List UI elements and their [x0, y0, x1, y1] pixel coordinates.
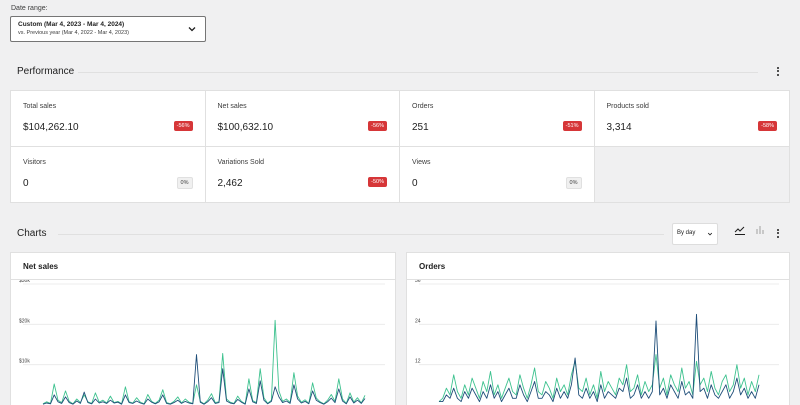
delta-badge: -58% [758, 121, 777, 131]
y-tick-label: 24 [415, 318, 421, 324]
performance-title: Performance [17, 66, 75, 77]
tile-value: 2,462 [217, 178, 243, 189]
tile-value: $100,632.10 [217, 122, 274, 133]
orders-plot: 36 24 12 [415, 280, 779, 403]
tile-value: 3,314 [606, 122, 632, 133]
y-tick-label: $10k [19, 359, 30, 365]
chevron-down-icon [188, 27, 196, 32]
performance-menu-icon[interactable] [775, 65, 781, 79]
series-line-current [438, 354, 760, 402]
delta-badge: -56% [368, 121, 387, 131]
y-tick-label: $30k [19, 280, 30, 284]
performance-tile[interactable]: Products sold 3,314 -58% [594, 91, 789, 147]
performance-divider [78, 72, 758, 73]
bar-chart-icon[interactable] [754, 224, 766, 236]
charts-menu-icon[interactable] [775, 227, 781, 241]
y-tick-label: 12 [415, 359, 421, 365]
series-line-previous [439, 313, 760, 403]
series-line-current [42, 319, 366, 405]
performance-tile[interactable]: Visitors 0 0% [11, 147, 206, 203]
date-range-dropdown[interactable]: Custom (Mar 4, 2023 - Mar 4, 2024) vs. P… [10, 16, 206, 42]
tile-label: Variations Sold [217, 159, 265, 166]
charts-divider [58, 234, 664, 235]
tile-label: Total sales [23, 103, 57, 110]
performance-tile[interactable]: Orders 251 -51% [400, 91, 595, 147]
line-chart-icon[interactable] [734, 224, 746, 236]
performance-tile[interactable]: Variations Sold 2,462 -50% [205, 147, 400, 203]
tile-label: Products sold [606, 103, 649, 110]
series-line-previous [42, 354, 366, 405]
performance-tile[interactable]: Total sales $104,262.10 -56% [11, 91, 206, 147]
tile-label: Views [412, 159, 431, 166]
performance-tile[interactable]: Views 0 0% [400, 147, 595, 203]
performance-tile[interactable]: Net sales $100,632.10 -56% [205, 91, 400, 147]
tile-value: $104,262.10 [23, 122, 79, 133]
charts-title: Charts [17, 228, 47, 239]
performance-tiles: Total sales $104,262.10 -56% Net sales $100,… [10, 90, 790, 203]
tile-label: Orders [412, 103, 434, 110]
chart-divider [11, 279, 395, 280]
chart-title: Orders [419, 262, 446, 271]
interval-select[interactable]: By day [672, 223, 718, 245]
delta-badge: -50% [368, 177, 387, 187]
chart-title: Net sales [23, 262, 59, 271]
tile-label: Visitors [23, 159, 46, 166]
y-tick-label: $20k [19, 318, 30, 324]
orders-chart-card: Orders 36 24 12 [406, 252, 790, 405]
net-sales-chart-card: Net sales $30k $20k $10k [10, 252, 396, 405]
chevron-down-icon [707, 232, 713, 236]
date-range-primary: Custom (Mar 4, 2023 - Mar 4, 2024) [18, 21, 125, 28]
tile-value: 251 [412, 122, 429, 133]
date-range-comparison: vs. Previous year (Mar 4, 2022 - Mar 4, … [18, 30, 129, 36]
tile-label: Net sales [217, 103, 247, 110]
delta-badge: -51% [562, 121, 582, 131]
delta-badge: 0% [565, 177, 582, 189]
chart-divider [407, 279, 789, 280]
delta-badge: 0% [176, 177, 193, 189]
y-tick-label: 36 [415, 280, 421, 284]
net-sales-plot: $30k $20k $10k [19, 280, 385, 405]
empty-tile [594, 147, 789, 203]
delta-badge: -56% [173, 121, 193, 131]
tile-value: 0 [412, 178, 418, 189]
date-range-label: Date range: [11, 5, 48, 12]
interval-select-value: By day [677, 230, 696, 236]
tile-value: 0 [23, 178, 29, 189]
